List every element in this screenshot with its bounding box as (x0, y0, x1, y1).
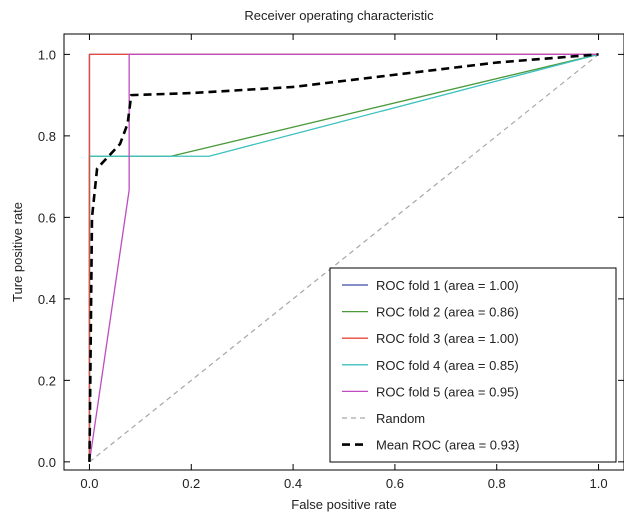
legend-label: ROC fold 2 (area = 0.86) (376, 305, 519, 320)
axis-ticks: 0.0 0.2 0.4 0.6 0.8 1.0 0.0 0.2 0.4 0.6 0.8 1.0 (38, 34, 624, 491)
y-tick-label: 0.8 (38, 129, 56, 144)
legend: ROC fold 1 (area = 1.00) ROC fold 2 (area… (329, 267, 617, 463)
series-line-random (89, 53, 599, 463)
y-tick-label: 0.2 (38, 373, 56, 388)
x-tick-label: 0.4 (284, 476, 302, 491)
series-group (88, 53, 599, 463)
series-line-mean-roc-area-0-93 (88, 53, 599, 462)
x-tick-label: 0.0 (80, 476, 98, 491)
x-tick-label: 0.6 (386, 476, 404, 491)
y-tick-label: 1.0 (38, 47, 56, 62)
legend-label: Mean ROC (area = 0.93) (376, 438, 519, 453)
y-tick-label: 0.4 (38, 292, 56, 307)
plot-area (63, 33, 624, 471)
x-tick-label: 1.0 (590, 476, 608, 491)
legend-label: ROC fold 4 (area = 0.85) (376, 358, 519, 373)
y-axis-label: Ture positive rate (10, 202, 25, 302)
y-tick-label: 0.6 (38, 210, 56, 225)
x-tick-label: 0.2 (182, 476, 200, 491)
legend-label: ROC fold 1 (area = 1.00) (376, 278, 519, 293)
legend-box (329, 267, 617, 463)
legend-label: ROC fold 5 (area = 0.95) (376, 384, 519, 399)
legend-label: ROC fold 3 (area = 1.00) (376, 331, 519, 346)
x-tick-label: 0.8 (488, 476, 506, 491)
x-axis-label: False positive rate (291, 497, 397, 512)
y-tick-label: 0.0 (38, 455, 56, 470)
legend-label: Random (376, 411, 425, 426)
chart-title: Receiver operating characteristic (244, 8, 434, 23)
series-line-roc-fold-5-area-0-95 (88, 53, 599, 462)
